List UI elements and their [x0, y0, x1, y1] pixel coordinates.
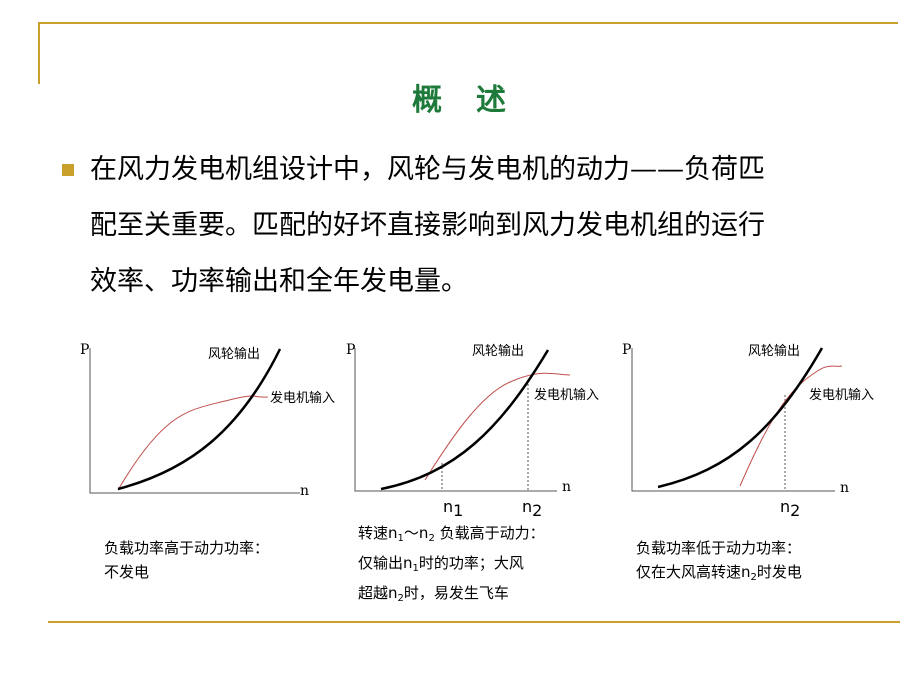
- caption-1-line-2: 不发电: [104, 563, 150, 581]
- chart-2-n2-marker: n2: [522, 497, 542, 520]
- charts-area: P n 风轮输出 发电机输入 P n 风轮输出 发电机输入 n1 n2 P n …: [80, 342, 874, 520]
- chart-2-rotor-label: 风轮输出: [472, 343, 524, 359]
- frame-vertical-line: [38, 22, 40, 84]
- chart-3-axes: [631, 348, 835, 492]
- chart-3: P n 风轮输出 发电机输入 n2: [622, 342, 874, 520]
- chart-2-axes: [354, 348, 557, 492]
- bullet-line-3: 效率、功率输出和全年发电量。: [90, 266, 468, 297]
- caption-2-line-2: 仅输出n1时的功率；大风: [358, 554, 524, 574]
- chart-3-generator-curve: [739, 365, 843, 487]
- chart-2-rotor-curve: [380, 349, 550, 491]
- bullet-line-2: 配至关重要。匹配的好坏直接影响到风力发电机组的运行: [90, 210, 765, 241]
- caption-3-line-1: 负载功率低于动力功率：: [636, 539, 802, 557]
- caption-chart-1: 负载功率高于动力功率： 不发电: [104, 536, 269, 584]
- chart-2-generator-label: 发电机输入: [534, 387, 599, 403]
- caption-3-line-2: 仅在大风高转速n2时发电: [636, 563, 802, 583]
- caption-2-line-3: 超越n2时，易发生飞车: [358, 584, 509, 604]
- chart-1-generator-label: 发电机输入: [270, 390, 335, 406]
- caption-2-line-1: 转速n1～n2 负载高于动力：: [358, 524, 545, 544]
- chart-2-generator-curve: [424, 372, 571, 481]
- chart-1-y-label: P: [80, 342, 89, 358]
- footer-divider: [48, 621, 900, 623]
- caption-chart-2: 转速n1～n2 负载高于动力： 仅输出n1时的功率；大风 超越n2时，易发生飞车: [358, 521, 545, 611]
- chart-2-y-label: P: [346, 342, 355, 358]
- bullet-line-1: 在风力发电机组设计中，风轮与发电机的动力——负荷匹: [90, 154, 765, 185]
- chart-1-axes: [89, 348, 300, 494]
- chart-2: P n 风轮输出 发电机输入 n1 n2: [346, 342, 599, 520]
- chart-1-x-label: n: [300, 483, 309, 499]
- chart-1: P n 风轮输出 发电机输入: [80, 342, 335, 499]
- chart-3-rotor-curve: [657, 347, 824, 489]
- chart-3-y-label: P: [622, 342, 631, 358]
- bullet-paragraph: 在风力发电机组设计中，风轮与发电机的动力——负荷匹 配至关重要。匹配的好坏直接影…: [90, 142, 870, 310]
- frame-horizontal-line: [38, 22, 898, 24]
- slide-title: 概 述: [412, 83, 508, 118]
- chart-2-x-label: n: [562, 479, 571, 495]
- chart-3-n2-marker: n2: [780, 497, 800, 520]
- chart-3-generator-label: 发电机输入: [809, 387, 874, 403]
- chart-3-x-label: n: [840, 480, 849, 496]
- chart-1-generator-curve: [117, 395, 269, 491]
- chart-3-rotor-label: 风轮输出: [748, 343, 800, 359]
- chart-1-rotor-label: 风轮输出: [208, 346, 260, 362]
- caption-1-line-1: 负载功率高于动力功率：: [104, 539, 270, 557]
- bullet-square-icon: [62, 164, 74, 176]
- chart-2-n1-marker: n1: [443, 497, 463, 520]
- caption-chart-3: 负载功率低于动力功率： 仅在大风高转速n2时发电: [636, 536, 802, 590]
- chart-1-rotor-curve: [117, 348, 282, 491]
